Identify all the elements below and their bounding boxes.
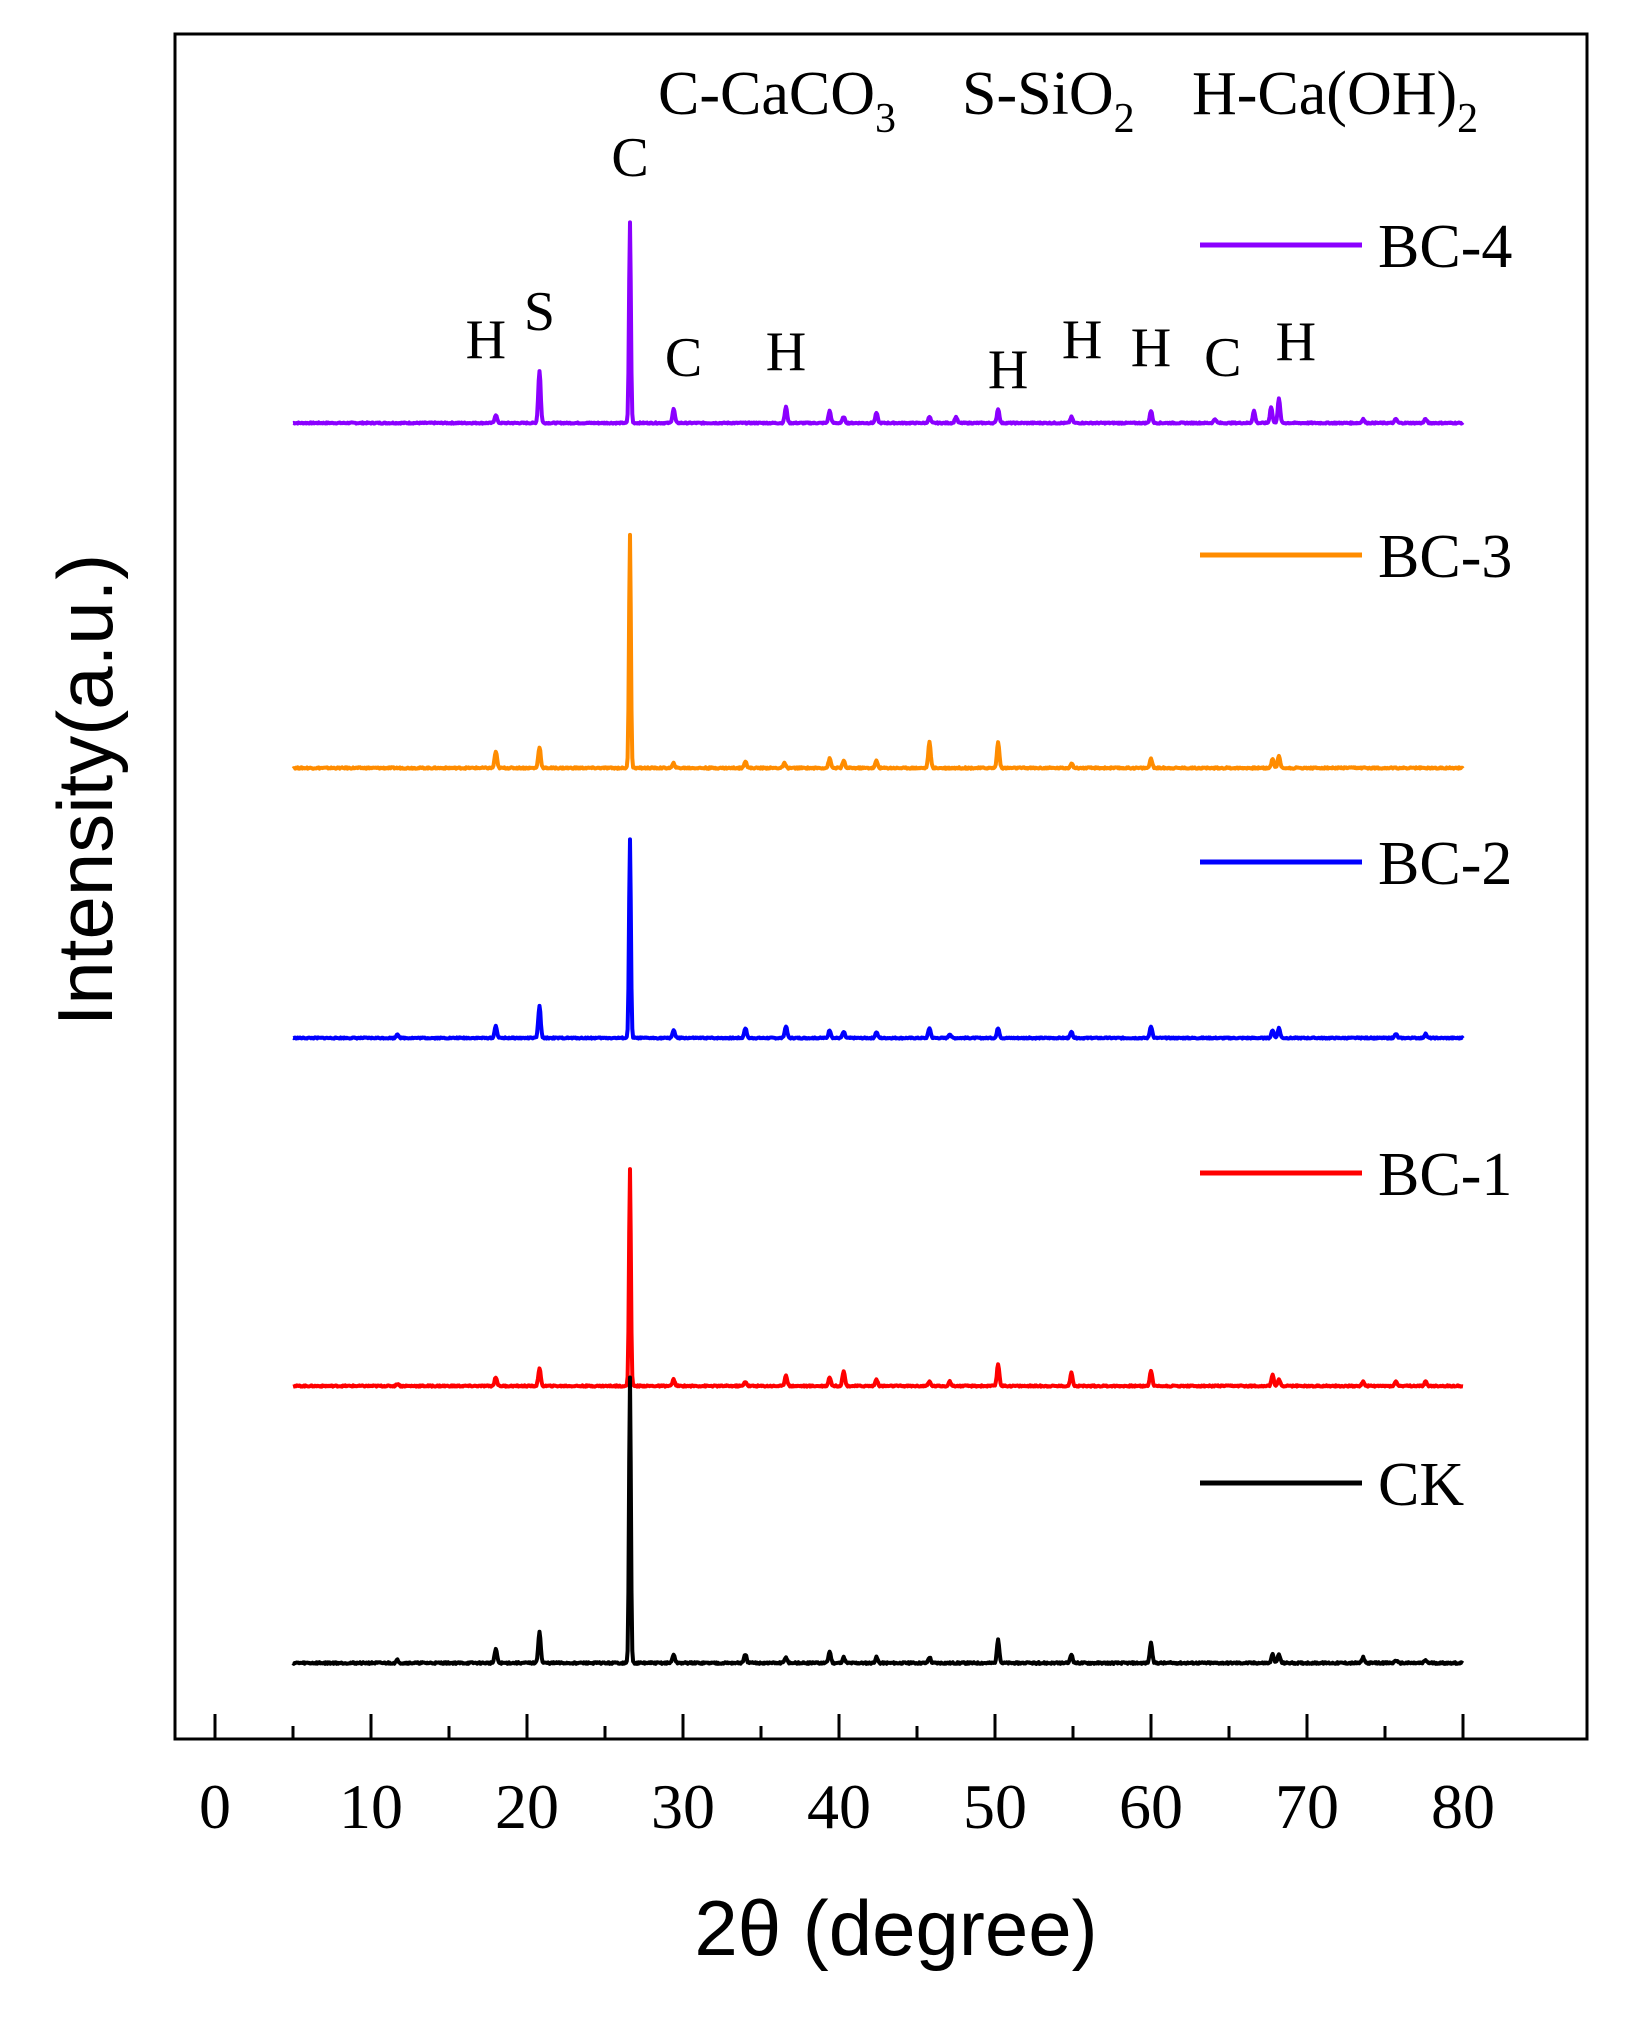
legend-label-bc-2: BC-2 (1378, 830, 1512, 898)
peak-annotation-3: C (665, 327, 702, 389)
peak-annotation-2: S (524, 281, 555, 343)
legend: BC-4 BC-3 BC-2 BC-1 CK (1200, 213, 1512, 1519)
phase-key-sio2: S-SiO2 (962, 60, 1135, 142)
peak-annotation-1: H (466, 309, 506, 371)
phase-key: C-CaCO3 S-SiO2 H-Ca(OH)2 (658, 60, 1478, 142)
series-line-bc-2 (291, 837, 1465, 1041)
peak-annotation-9: H (1276, 311, 1316, 373)
x-axis: 0 10 20 30 40 50 60 70 80 (199, 1714, 1495, 1842)
x-tick-label-80: 80 (1431, 1771, 1495, 1842)
peak-annotation-6: H (1062, 309, 1102, 371)
series-line-bc-3 (291, 532, 1465, 771)
phase-key-caco3: C-CaCO3 (658, 60, 896, 142)
peak-annotation-8: C (1204, 327, 1241, 389)
peak-annotation-4: H (766, 321, 806, 383)
legend-label-ck: CK (1378, 1451, 1464, 1519)
x-tick-label-20: 20 (495, 1771, 559, 1842)
x-tick-label-50: 50 (963, 1771, 1027, 1842)
series-line-ck (291, 1375, 1465, 1666)
series-line-bc-4 (291, 220, 1465, 426)
plot-frame (173, 32, 1589, 1741)
x-tick-label-10: 10 (339, 1771, 403, 1842)
legend-label-bc-1: BC-1 (1378, 1141, 1512, 1209)
peak-annotation-5: H (988, 339, 1028, 401)
x-tick-label-60: 60 (1119, 1771, 1183, 1842)
series-layer (291, 220, 1465, 1666)
peak-annotations: CH SC H H H H C H (466, 127, 1316, 401)
peak-annotation-0: C (611, 127, 648, 189)
y-axis-title: Intensity(a.u.) (41, 554, 129, 1027)
legend-label-bc-3: BC-3 (1378, 523, 1512, 591)
x-axis-title: 2θ (degree) (694, 1884, 1097, 1972)
series-line-bc-1 (291, 1167, 1465, 1389)
x-tick-label-70: 70 (1275, 1771, 1339, 1842)
legend-label-bc-4: BC-4 (1378, 213, 1512, 281)
x-tick-label-30: 30 (651, 1771, 715, 1842)
phase-key-caoh2: H-Ca(OH)2 (1192, 60, 1478, 142)
x-tick-label-0: 0 (199, 1771, 231, 1842)
x-tick-label-40: 40 (807, 1771, 871, 1842)
peak-annotation-7: H (1131, 317, 1171, 379)
